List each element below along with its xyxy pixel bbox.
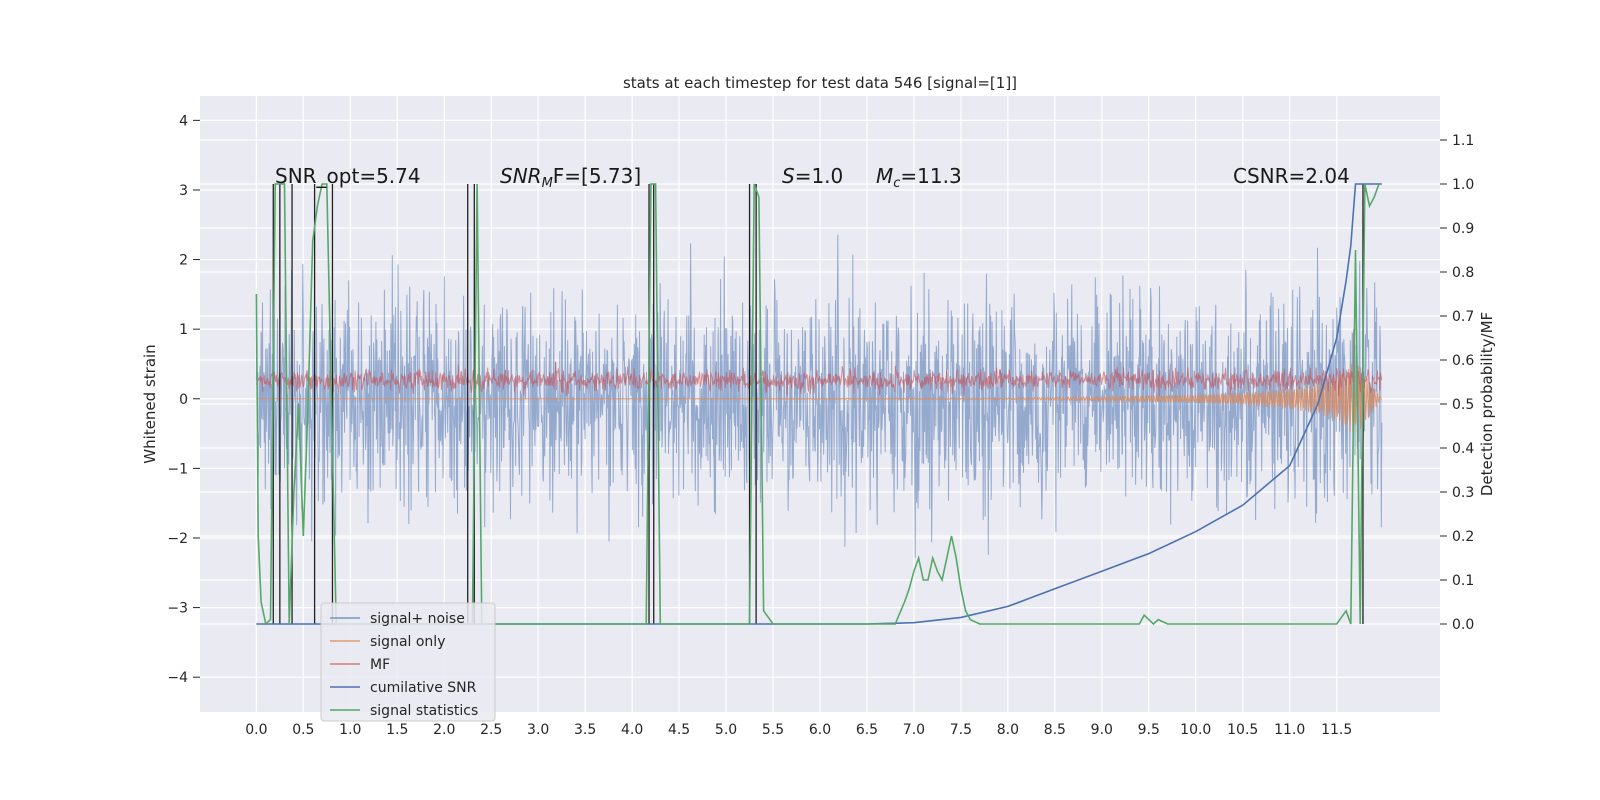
- legend-box: [320, 602, 496, 722]
- x-tick-label: 3.0: [527, 722, 549, 738]
- y-tick-label: −4: [167, 670, 188, 686]
- x-tick-label: 0.5: [292, 722, 314, 738]
- legend-items: signal+ noise signal only MF cumilative SNR…: [330, 611, 478, 719]
- x-tick-label: 10.5: [1227, 722, 1258, 738]
- y2-tick-label: 0.8: [1452, 265, 1474, 281]
- series-mf: [255, 328, 1383, 397]
- x-tick-label: 6.5: [856, 722, 878, 738]
- series-signal-only: [256, 364, 1383, 433]
- x-tick-label: 0.0: [245, 722, 267, 738]
- y-axis-label: Whitened strain: [141, 344, 159, 463]
- ticks: 0.0 0.5 1.0 1.5 2.0 2.5 3.0 3.5 4.0 4.5 5.0 5.5 6.0 6…: [167, 113, 1474, 738]
- y2-tick-label: 0.0: [1452, 617, 1474, 633]
- x-tick-label: 2.5: [480, 722, 502, 738]
- legend-label: cumilative SNR: [370, 680, 477, 696]
- y-tick-label: 4: [179, 113, 188, 129]
- series-signal-statistics: [255, 183, 1380, 626]
- y2-tick-label: 0.2: [1452, 529, 1474, 545]
- x-tick-label: 4.0: [621, 722, 643, 738]
- x-tick-label: 10.0: [1180, 722, 1211, 738]
- annotation-csnr: CSNR=2.04: [1233, 164, 1350, 188]
- series-cumulative-snr: [256, 183, 1382, 625]
- y-tick-label: −3: [167, 601, 188, 617]
- x-tick-label: 1.0: [339, 722, 361, 738]
- y2-tick-label: 0.9: [1452, 221, 1474, 237]
- x-tick-label: 4.5: [668, 722, 690, 738]
- y2-axis-label: Detection probability/MF: [1478, 312, 1496, 496]
- y2-tick-label: 0.3: [1452, 485, 1474, 501]
- x-tick-label: 8.0: [997, 722, 1019, 738]
- y2-tick-label: 1.1: [1452, 133, 1474, 149]
- legend-label: signal only: [370, 634, 445, 650]
- y2-tick-label: 0.7: [1452, 309, 1474, 325]
- x-tick-label: 5.0: [715, 722, 737, 738]
- x-tick-label: 7.5: [950, 722, 972, 738]
- legend-label: signal statistics: [370, 703, 478, 719]
- x-tick-label: 11.0: [1274, 722, 1305, 738]
- annotation-snr-mf-main: SNR: [500, 164, 542, 188]
- annotation-mc-main: M: [876, 164, 893, 188]
- x-tick-label: 6.0: [809, 722, 831, 738]
- y2-tick-label: 0.4: [1452, 441, 1474, 457]
- x-tick-label: 1.5: [386, 722, 408, 738]
- y-tick-label: 0: [179, 392, 188, 408]
- annotation-mc-sub: c: [893, 176, 900, 191]
- legend: signal+ noise signal only MF cumilative SNR…: [320, 602, 496, 722]
- x-tick-label: 3.5: [574, 722, 596, 738]
- annotation-snr-mf-rest: F=[5.73]: [553, 164, 641, 188]
- x-tick-label: 5.5: [762, 722, 784, 738]
- y-tick-label: 3: [179, 183, 188, 199]
- x-tick-label: 9.0: [1091, 722, 1113, 738]
- chart-title: stats at each timestep for test data 546…: [623, 74, 1017, 92]
- annotation-s-main: S: [782, 164, 795, 188]
- annotation-snr-opt: SNR_opt=5.74: [275, 164, 421, 188]
- series-signal-noise: [255, 234, 1383, 558]
- y2-tick-label: 0.6: [1452, 353, 1474, 369]
- y-tick-label: −2: [167, 531, 188, 547]
- y-tick-label: 2: [179, 253, 188, 269]
- x-tick-label: 11.5: [1321, 722, 1352, 738]
- legend-label: signal+ noise: [370, 611, 465, 627]
- annotation-snr-mf-sub: M: [542, 176, 553, 191]
- annotation-mc-rest: =11.3: [900, 164, 961, 188]
- annotation-s: S=1.0: [782, 164, 843, 188]
- x-tick-label: 2.0: [433, 722, 455, 738]
- y2-tick-label: 1.0: [1452, 177, 1474, 193]
- x-tick-label: 7.0: [903, 722, 925, 738]
- legend-label: MF: [370, 657, 390, 673]
- annotation-mc: Mc=11.3: [876, 164, 962, 191]
- y-tick-label: −1: [167, 461, 188, 477]
- x-tick-label: 8.5: [1044, 722, 1066, 738]
- series-layer: [255, 183, 1383, 626]
- annotation-snr-mf: SNRMF=[5.73]: [500, 164, 641, 191]
- x-tick-label: 9.5: [1138, 722, 1160, 738]
- y2-tick-label: 0.5: [1452, 397, 1474, 413]
- annotation-s-rest: =1.0: [795, 164, 844, 188]
- y2-tick-label: 0.1: [1452, 573, 1474, 589]
- y-tick-label: 1: [179, 322, 188, 338]
